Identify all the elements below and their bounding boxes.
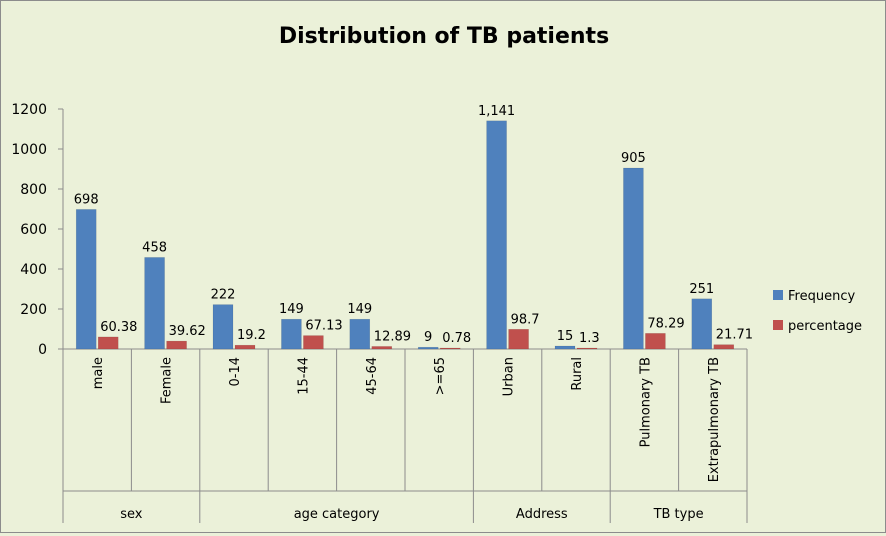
data-label-frequency: 15 [557,329,574,344]
bar-percentage [576,347,598,350]
bar-frequency [144,257,165,350]
y-tick-label: 600 [20,222,47,238]
legend-swatch-percentage [773,320,783,330]
data-label-percentage: 98.7 [511,312,540,327]
bar-percentage [97,336,119,350]
category-label: Pulmonary TB [638,357,653,447]
bar-percentage [439,347,461,350]
y-tick-label: 800 [20,182,47,198]
group-label: age category [294,507,380,522]
group-label: Address [516,507,568,522]
category-label: Extrapulmonary TB [707,357,722,482]
legend-label-percentage: percentage [788,319,862,334]
category-label: Urban [502,357,517,396]
group-label: sex [120,507,143,522]
legend-swatch-frequency [773,290,783,300]
category-label: >=65 [433,357,448,395]
bar-percentage [166,340,187,350]
legend-label-frequency: Frequency [788,289,855,304]
data-label-percentage: 12.89 [374,329,411,344]
bar-percentage [713,344,735,350]
bar-percentage [645,333,666,350]
data-label-frequency: 222 [211,288,236,303]
y-tick-label: 1200 [11,102,47,118]
data-label-frequency: 698 [74,192,99,207]
data-label-frequency: 251 [689,282,714,297]
y-tick-label: 0 [38,342,47,358]
category-label: Rural [570,357,585,391]
y-tick-label: 200 [20,302,47,318]
data-label-frequency: 905 [621,151,646,166]
bar-percentage [303,335,324,350]
data-label-percentage: 1.3 [579,331,600,346]
y-tick-label: 400 [20,262,47,278]
data-label-percentage: 67.13 [305,319,342,334]
data-label-frequency: 1,141 [478,104,515,119]
bar-frequency [75,209,97,350]
category-label: male [91,357,106,389]
bar-percentage [234,344,256,350]
data-label-percentage: 39.62 [169,324,206,339]
bar-frequency [349,318,371,350]
bar-frequency [417,346,439,350]
y-tick-label: 1000 [11,142,47,158]
data-label-percentage: 21.71 [716,328,753,343]
data-label-percentage: 60.38 [100,320,137,335]
chart-title: Distribution of TB patients [279,24,609,49]
group-label: TB type [653,507,704,522]
bar-frequency [281,318,302,350]
data-label-percentage: 0.78 [442,331,471,346]
data-label-percentage: 19.2 [237,328,266,343]
data-label-frequency: 9 [424,330,432,345]
data-label-frequency: 149 [279,302,304,317]
category-label: 0-14 [228,357,243,387]
category-label: Female [160,357,175,404]
data-label-frequency: 149 [347,302,372,317]
bar-frequency [623,167,644,350]
data-label-percentage: 78.29 [647,316,684,331]
bar-frequency [554,345,576,350]
category-label: 15-44 [296,357,311,395]
bar-frequency [212,304,234,350]
bar-percentage [371,346,393,350]
bar-frequency [691,298,713,350]
bar-percentage [508,329,529,350]
category-label: 45-64 [365,357,380,395]
bar-frequency [486,120,507,350]
data-label-frequency: 458 [142,240,167,255]
